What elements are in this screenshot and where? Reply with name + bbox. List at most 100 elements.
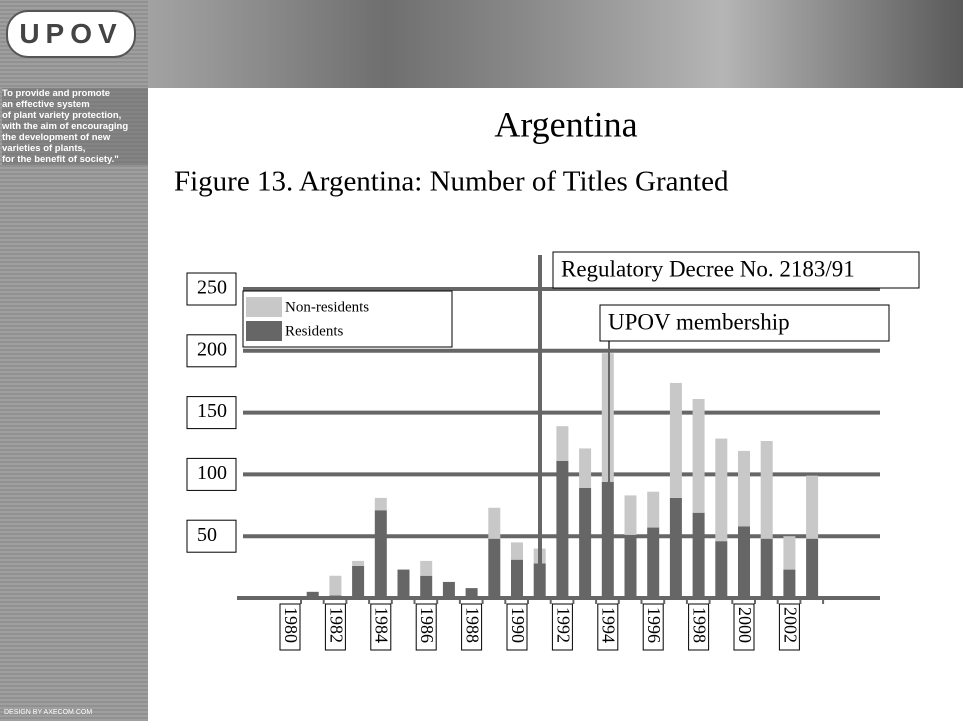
y-tick-box xyxy=(186,334,237,368)
x-tick-label: 2002 xyxy=(780,607,800,643)
bar xyxy=(465,588,478,598)
bar xyxy=(806,538,819,598)
tagline-line: for the benefit of society." xyxy=(2,154,119,165)
tagline-line: To provide and promote xyxy=(2,88,111,99)
tagline-line: varieties of plants, xyxy=(2,143,86,154)
x-tick-box xyxy=(415,603,437,651)
banner xyxy=(0,0,963,88)
x-tick-box xyxy=(551,603,573,651)
bar xyxy=(647,527,660,598)
y-tick-label: 250 xyxy=(197,277,227,299)
bar xyxy=(624,534,637,598)
bar xyxy=(420,575,433,598)
y-tick-box xyxy=(186,457,237,491)
x-tick-label: 1988 xyxy=(462,607,482,643)
x-tick-label: 1996 xyxy=(644,607,664,643)
annotation: UPOV membership xyxy=(608,309,790,334)
x-tick-box xyxy=(688,603,710,651)
bar xyxy=(397,569,410,598)
credit: DESIGN BY AXECOM.COM xyxy=(4,709,93,716)
chart-title: Argentina xyxy=(494,104,637,144)
bar xyxy=(579,487,592,598)
annotation-box xyxy=(552,251,920,289)
x-tick-group: 1990 xyxy=(506,603,528,651)
bar xyxy=(647,491,660,528)
x-tick-label: 2000 xyxy=(735,607,755,643)
bar xyxy=(488,538,501,598)
bar xyxy=(329,575,342,596)
bar xyxy=(420,560,433,576)
bar xyxy=(783,536,796,570)
x-tick-box xyxy=(279,603,301,651)
legend-label: Non-residents xyxy=(285,299,369,315)
chart-subtitle: Figure 13. Argentina: Number of Titles G… xyxy=(174,166,729,198)
bar xyxy=(669,497,682,598)
x-tick-group: 2002 xyxy=(778,603,800,651)
x-tick-group: 1982 xyxy=(324,603,346,651)
bar xyxy=(738,526,750,598)
bar xyxy=(760,538,773,598)
x-tick-label: 1984 xyxy=(372,607,392,643)
bar xyxy=(601,481,614,598)
x-tick-group: 1996 xyxy=(642,603,664,651)
annotation: Regulatory Decree No. 2183/91 xyxy=(561,256,855,281)
x-tick-label: 1994 xyxy=(599,607,619,643)
bar xyxy=(374,510,387,598)
y-tick-box xyxy=(186,519,237,553)
bar xyxy=(352,565,365,598)
y-tick-label: 50 xyxy=(197,524,217,546)
bar xyxy=(624,495,637,535)
x-tick-group: 1994 xyxy=(597,603,619,651)
y-tick-label: 100 xyxy=(197,462,227,484)
x-tick-box xyxy=(597,603,619,651)
x-tick-group: 2000 xyxy=(733,603,755,651)
tagline-line: the development of new xyxy=(2,132,111,143)
x-tick-group: 1986 xyxy=(415,603,437,651)
tagline: To provide and promote an effective syste… xyxy=(2,88,148,165)
legend-label: Residents xyxy=(285,323,343,339)
bar xyxy=(715,541,728,598)
bar xyxy=(783,569,796,598)
x-tick-group: 1992 xyxy=(551,603,573,651)
x-tick-label: 1982 xyxy=(326,607,346,643)
x-tick-group: 1998 xyxy=(688,603,710,651)
x-tick-box xyxy=(733,603,755,651)
x-tick-box xyxy=(370,603,392,651)
tagline-line: an effective system xyxy=(2,99,90,110)
x-tick-group: 1980 xyxy=(279,603,301,651)
bar xyxy=(352,560,365,566)
bar xyxy=(306,591,319,598)
bar xyxy=(579,448,592,488)
bar xyxy=(442,581,455,598)
bar xyxy=(556,426,569,461)
legend-swatch xyxy=(246,321,282,341)
x-tick-box xyxy=(324,603,346,651)
x-tick-box xyxy=(778,603,800,651)
x-tick-label: 1990 xyxy=(508,607,528,643)
y-tick-box xyxy=(186,396,237,430)
x-tick-label: 1992 xyxy=(553,607,573,643)
bar xyxy=(760,441,773,539)
legend-swatch xyxy=(246,297,282,317)
tagline-line: of plant variety protection, xyxy=(2,110,122,121)
bar xyxy=(692,399,705,513)
bar xyxy=(738,450,750,527)
x-tick-box xyxy=(642,603,664,651)
y-tick-label: 200 xyxy=(197,338,227,360)
bar xyxy=(511,542,523,560)
tagline-line: with the aim of encouraging xyxy=(2,121,129,132)
bar xyxy=(692,512,705,598)
sidebar: UPOV To provide and promote an effective … xyxy=(0,0,148,721)
x-tick-label: 1986 xyxy=(417,607,437,643)
x-tick-box xyxy=(506,603,528,651)
bar xyxy=(374,497,387,511)
logo: UPOV xyxy=(6,10,136,58)
x-tick-group: 1984 xyxy=(370,603,392,651)
bar xyxy=(488,507,501,539)
y-tick-box xyxy=(186,272,237,306)
annotation-box xyxy=(599,304,890,342)
bar xyxy=(669,382,682,498)
bar xyxy=(511,559,523,598)
